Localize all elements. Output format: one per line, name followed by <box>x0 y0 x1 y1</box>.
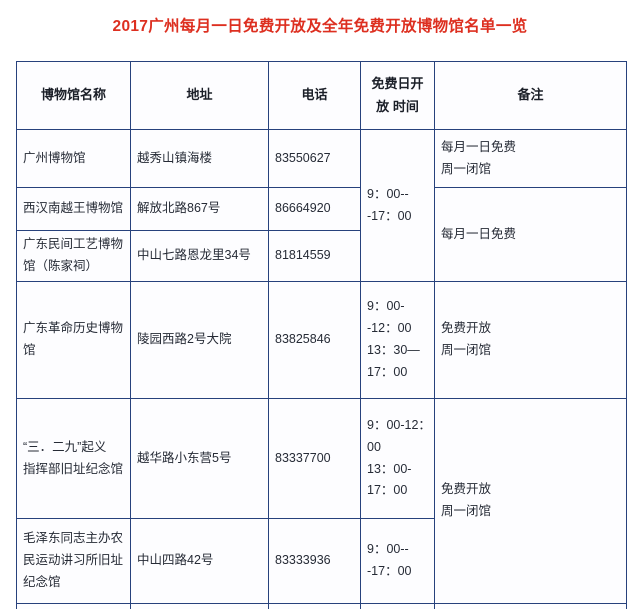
free-hours-lines: 9：00-- -17：00 <box>367 184 428 228</box>
remarks-line: 周一闭馆 <box>441 161 492 176</box>
remarks-lines: 免费开放 周一闭馆 <box>441 479 620 523</box>
free-hours-line: 9：00- <box>367 299 405 314</box>
remarks-lines: 每月一日免费 周一闭馆 <box>441 137 620 181</box>
museum-table-container: 博物馆名称 地址 电话 免费日开放 时间 备注 广州博物馆 <box>16 61 627 609</box>
cell-free-hours: 9：00-12： 00 13：00- 17：00 <box>360 398 435 519</box>
free-hours-line: -17：00 <box>367 208 412 223</box>
free-hours-lines: 9：00-- -17：00 <box>367 539 428 583</box>
cell-phone: 83337700 <box>268 398 361 519</box>
free-hours-line: 9：00-- <box>367 542 409 557</box>
cell-address: 解放北路867号 <box>130 187 269 231</box>
free-hours-line: 13：00- <box>367 461 412 476</box>
free-hours-lines: 9：00-12： 00 13：00- 17：00 <box>367 415 431 503</box>
museum-name-lines: 毛泽东同志主办农 民运动讲习所旧址 纪念馆 <box>23 528 124 594</box>
cell-address <box>130 603 269 609</box>
cell-museum-name: 广东民间工艺博物 馆（陈家祠） <box>16 230 131 282</box>
table-row: 西汉南越王博物馆 解放北路867号 86664920 每月一日免费 <box>16 187 627 282</box>
table-row-truncated <box>16 603 627 609</box>
column-header-museum-name: 博物馆名称 <box>16 61 131 130</box>
cell-phone: 81814559 <box>268 230 361 282</box>
remarks-line: 每月一日免费 <box>441 139 517 154</box>
cell-free-hours: 9：00-- -17：00 <box>360 518 435 604</box>
table-row: 广州博物馆 越秀山镇海楼 83550627 9：00-- -17：00 每月一日… <box>16 129 627 282</box>
museum-name-lines: “三．二九”起义 指挥部旧址纪念馆 <box>23 437 124 481</box>
cell-remarks <box>434 603 627 609</box>
museum-name-line: 馆（陈家祠） <box>23 259 99 273</box>
cell-address: 越秀山镇海楼 <box>130 129 269 188</box>
cell-remarks: 免费开放 周一闭馆 <box>434 398 627 604</box>
cell-address: 越华路小东营5号 <box>130 398 269 519</box>
cell-phone: 86664920 <box>268 187 361 231</box>
free-hours-line: -12：00 <box>367 321 412 336</box>
free-hours-line: 9：00-12： <box>367 417 431 432</box>
free-hours-lines: 9：00- -12：00 13：30— 17：00 <box>367 296 428 384</box>
table-row: 广东民间工艺博物 馆（陈家祠） 中山七路恩龙里34号 81814559 <box>16 230 627 282</box>
table-row: “三．二九”起义 指挥部旧址纪念馆 越华路小东营5号 83337700 9：00… <box>16 398 627 604</box>
museum-name-line: 馆 <box>23 343 36 357</box>
cell-museum-name: 广州博物馆 <box>16 129 131 188</box>
museum-name-line: 纪念馆 <box>23 574 61 589</box>
remarks-line: 周一闭馆 <box>441 343 492 357</box>
cell-address: 中山四路42号 <box>130 518 269 604</box>
table-row: 毛泽东同志主办农 民运动讲习所旧址 纪念馆 中山四路42号 83333936 9… <box>16 518 627 604</box>
column-header-address: 地址 <box>130 61 269 130</box>
museum-name-line: 广东民间工艺博物 <box>23 237 124 252</box>
cell-phone: 83333936 <box>268 518 361 604</box>
cell-museum-name: 广东革命历史博物 馆 <box>16 281 131 399</box>
cell-phone: 83825846 <box>268 281 361 399</box>
table-header-row: 博物馆名称 地址 电话 免费日开放 时间 备注 <box>16 61 627 130</box>
remarks-lines: 每月一日免费 <box>441 224 620 246</box>
cell-address: 中山七路恩龙里34号 <box>130 230 269 282</box>
remarks-line: 免费开放 <box>441 321 492 336</box>
cell-free-hours: 9：00- -12：00 13：30— 17：00 <box>360 281 435 399</box>
museum-name-line: 毛泽东同志主办农 <box>23 531 124 546</box>
museum-name-lines: 广东民间工艺博物 馆（陈家祠） <box>23 234 124 278</box>
column-header-free-hours: 免费日开放 时间 <box>360 61 435 130</box>
museum-name-lines: 广东革命历史博物 馆 <box>23 318 124 362</box>
cell-museum-name <box>16 603 131 609</box>
free-hours-line: 17：00 <box>367 483 408 498</box>
cell-free-hours: 9：00-- -17：00 <box>360 129 435 282</box>
museum-name-lines: 广州博物馆 <box>23 148 124 170</box>
cell-remarks: 每月一日免费 周一闭馆 <box>434 129 627 188</box>
page-title: 2017广州每月一日免费开放及全年免费开放博物馆名单一览 <box>112 18 528 36</box>
free-hours-line: -17：00 <box>367 564 412 578</box>
column-header-remarks: 备注 <box>434 61 627 130</box>
cell-remarks: 免费开放 周一闭馆 <box>434 281 627 399</box>
museum-table: 博物馆名称 地址 电话 免费日开放 时间 备注 广州博物馆 <box>16 61 627 609</box>
cell-free-hours <box>360 603 435 609</box>
museum-name-line: 广州博物馆 <box>23 150 86 165</box>
free-hours-line: 13：30— <box>367 343 420 357</box>
free-hours-line: 00 <box>367 439 381 454</box>
remarks-line: 免费开放 <box>441 482 492 497</box>
table-row: 广东革命历史博物 馆 陵园西路2号大院 83825846 9：00- -12：0… <box>16 281 627 399</box>
remarks-line: 每月一日免费 <box>441 226 517 241</box>
museum-name-line: “三．二九”起义 <box>23 439 107 454</box>
column-header-free-hours-line1: 免费日开放 <box>371 76 424 114</box>
museum-name-line: 指挥部旧址纪念馆 <box>23 461 124 476</box>
cell-address: 陵园西路2号大院 <box>130 281 269 399</box>
column-header-phone: 电话 <box>268 61 361 130</box>
cell-museum-name: 西汉南越王博物馆 <box>16 187 131 231</box>
table-body: 广州博物馆 越秀山镇海楼 83550627 9：00-- -17：00 每月一日… <box>16 129 627 609</box>
cell-remarks: 每月一日免费 <box>434 187 627 282</box>
museum-name-line: 民运动讲习所旧址 <box>23 553 124 568</box>
remarks-line: 周一闭馆 <box>441 504 492 518</box>
museum-name-line: 西汉南越王博物馆 <box>23 201 124 216</box>
cell-museum-name: 毛泽东同志主办农 民运动讲习所旧址 纪念馆 <box>16 518 131 604</box>
free-hours-line: 9：00-- <box>367 186 409 201</box>
cell-museum-name: “三．二九”起义 指挥部旧址纪念馆 <box>16 398 131 519</box>
remarks-lines: 免费开放 周一闭馆 <box>441 318 620 362</box>
table-header: 博物馆名称 地址 电话 免费日开放 时间 备注 <box>16 61 627 130</box>
cell-phone <box>268 603 361 609</box>
title-bar: 2017广州每月一日免费开放及全年免费开放博物馆名单一览 <box>0 0 640 54</box>
museum-name-line: 广东革命历史博物 <box>23 321 124 336</box>
cell-phone: 83550627 <box>268 129 361 188</box>
column-header-free-hours-line2: 时间 <box>392 98 419 114</box>
free-hours-line: 17：00 <box>367 364 408 379</box>
museum-name-lines: 西汉南越王博物馆 <box>23 198 124 220</box>
